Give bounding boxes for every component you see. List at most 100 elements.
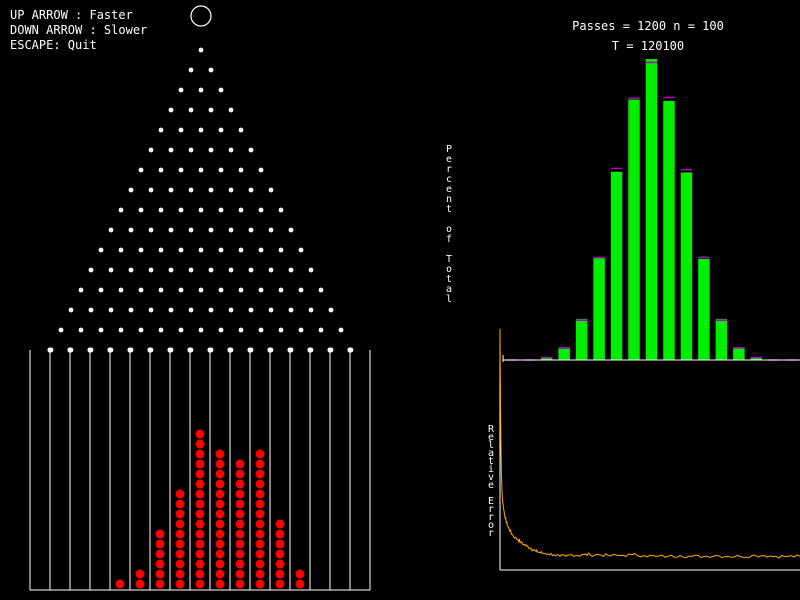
ball — [115, 579, 125, 589]
quit-hint: ESCAPE: Quit — [10, 38, 97, 52]
ball — [235, 539, 245, 549]
peg — [218, 327, 224, 333]
peg — [278, 287, 284, 293]
peg — [88, 267, 94, 273]
y-axis-label-char: e — [446, 154, 452, 165]
y-axis-label-char: e — [446, 184, 452, 195]
peg — [128, 187, 134, 193]
bar — [715, 318, 728, 360]
ball — [255, 569, 265, 579]
peg — [108, 307, 114, 313]
ball — [275, 529, 285, 539]
peg — [178, 167, 184, 173]
peg — [98, 327, 104, 333]
peg — [168, 227, 174, 233]
y-axis-label-char: l — [488, 440, 494, 451]
peg — [128, 307, 134, 313]
divider-peg — [227, 347, 233, 353]
ball — [195, 479, 205, 489]
y-axis-label-char: R — [488, 424, 495, 435]
peg — [168, 267, 174, 273]
peg — [188, 307, 194, 313]
peg — [78, 287, 84, 293]
peg — [208, 227, 214, 233]
ball — [175, 489, 185, 499]
ball — [215, 499, 225, 509]
peg — [268, 227, 274, 233]
ball — [195, 489, 205, 499]
peg — [118, 287, 124, 293]
ball — [195, 539, 205, 549]
peg — [228, 187, 234, 193]
ball — [175, 509, 185, 519]
ball — [275, 569, 285, 579]
bar — [610, 171, 623, 360]
ball — [275, 539, 285, 549]
y-axis-label-char: i — [488, 464, 494, 475]
ball — [235, 519, 245, 529]
ball — [235, 499, 245, 509]
bar — [698, 258, 710, 360]
ball — [195, 509, 205, 519]
ball — [195, 459, 205, 469]
peg — [188, 227, 194, 233]
peg — [218, 87, 224, 93]
galton-board — [29, 5, 371, 591]
peg — [198, 207, 204, 213]
ball — [155, 539, 165, 549]
peg — [138, 247, 144, 253]
y-axis-label-char: E — [488, 496, 494, 507]
peg — [68, 307, 74, 313]
ball — [215, 479, 225, 489]
ball-launcher-icon — [190, 5, 212, 27]
error-series-line — [499, 328, 800, 559]
y-axis-label-char: t — [446, 204, 452, 215]
ball — [255, 479, 265, 489]
peg — [228, 147, 234, 153]
divider-peg — [107, 347, 113, 353]
y-axis-label-char: f — [446, 234, 452, 245]
peg — [228, 107, 234, 113]
ball — [255, 539, 265, 549]
y-axis-label-char: t — [446, 274, 452, 285]
bar — [645, 59, 658, 360]
divider-peg — [347, 347, 353, 353]
peg — [188, 67, 194, 73]
peg — [138, 287, 144, 293]
peg — [198, 87, 204, 93]
ball — [195, 519, 205, 529]
peg — [188, 187, 194, 193]
divider-peg — [47, 347, 53, 353]
peg — [158, 127, 164, 133]
bar — [680, 172, 693, 360]
divider-peg — [207, 347, 213, 353]
ball — [235, 509, 245, 519]
divider-peg — [147, 347, 153, 353]
peg — [118, 247, 124, 253]
peg — [248, 267, 254, 273]
peg — [278, 327, 284, 333]
ball — [215, 529, 225, 539]
peg — [158, 167, 164, 173]
peg — [268, 267, 274, 273]
peg — [98, 287, 104, 293]
peg — [178, 207, 184, 213]
ball — [235, 559, 245, 569]
peg — [218, 127, 224, 133]
ball — [195, 549, 205, 559]
peg — [298, 247, 304, 253]
peg — [148, 187, 154, 193]
ball — [255, 549, 265, 559]
y-axis-label-char: e — [488, 480, 494, 491]
peg — [248, 147, 254, 153]
ball — [195, 469, 205, 479]
peg — [138, 167, 144, 173]
ball — [235, 469, 245, 479]
peg — [128, 267, 134, 273]
y-axis-label-char: e — [488, 432, 494, 443]
peg — [238, 167, 244, 173]
peg — [338, 327, 344, 333]
peg — [108, 227, 114, 233]
ball — [235, 459, 245, 469]
